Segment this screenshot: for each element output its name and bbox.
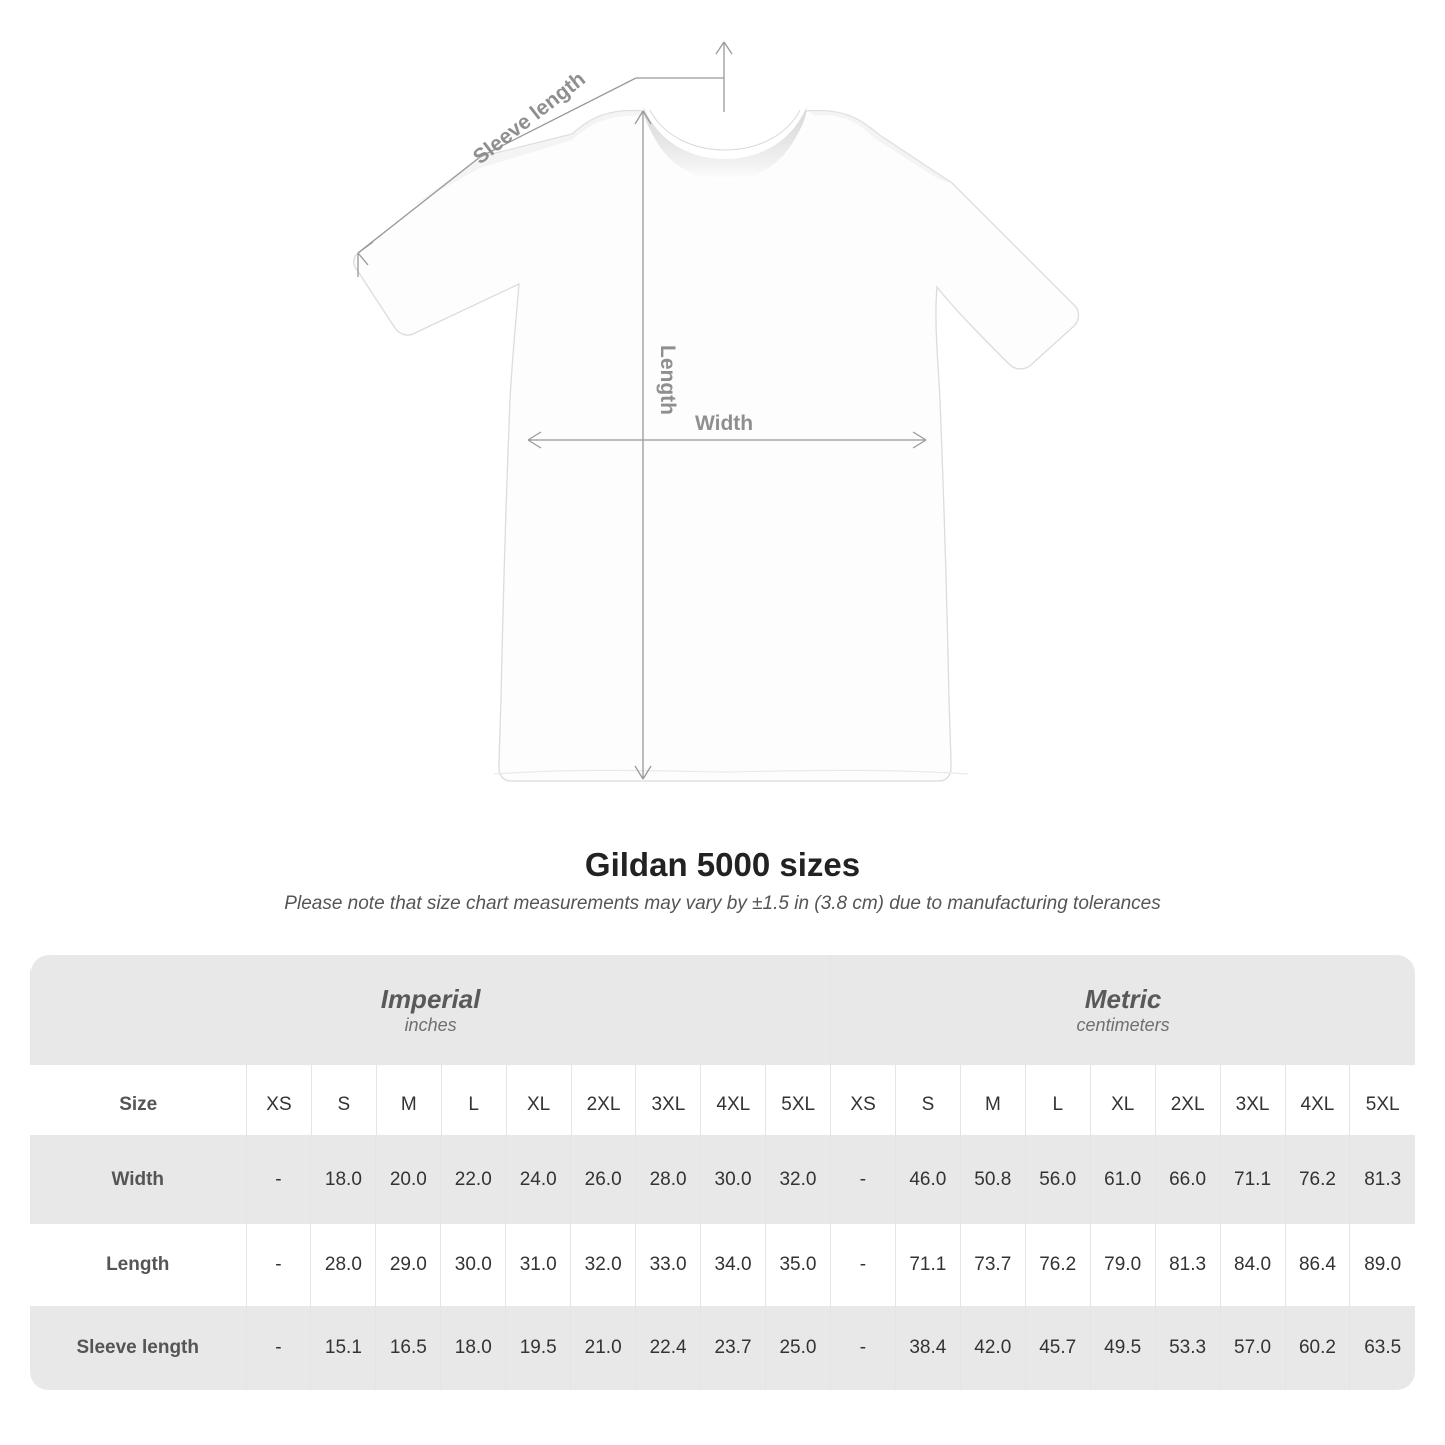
- svg-text:Length: Length: [656, 345, 679, 415]
- svg-text:Width: Width: [695, 412, 753, 435]
